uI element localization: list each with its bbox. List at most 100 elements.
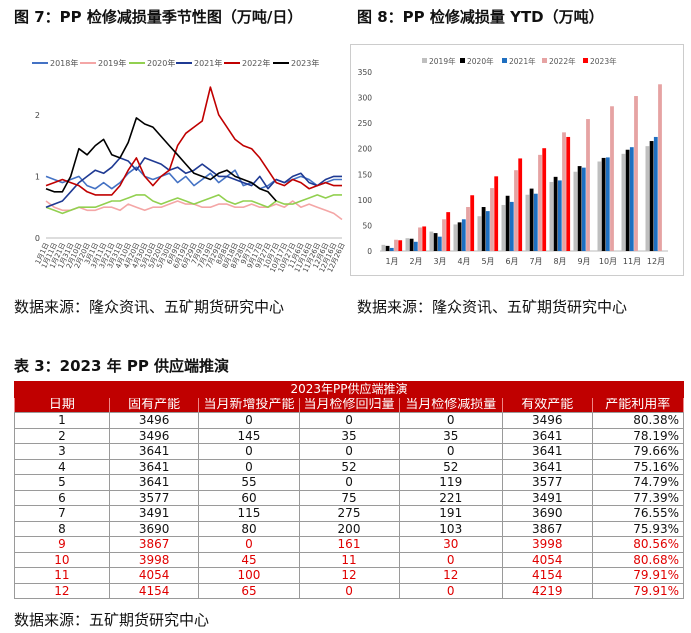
- table-cell: 0: [398, 443, 503, 460]
- bar-2022年-12月: [658, 84, 662, 251]
- legend-label-2020年: 2020年: [147, 58, 175, 68]
- series-line-2020年: [45, 194, 342, 215]
- bar-2021年-3月: [437, 236, 442, 251]
- table-row: 2 3496 145 35 35 3641 78.19%: [14, 427, 685, 444]
- table-cell: 9: [14, 536, 110, 553]
- table-title: 表 3：2023 年 PP 供应端推演: [14, 357, 230, 375]
- bar-2019年-12月: [645, 146, 650, 251]
- x-tick-label: 7月: [529, 257, 542, 266]
- x-tick-label: 2月: [409, 257, 422, 266]
- fig7-source: 数据来源：隆众资讯、五矿期货研究中心: [14, 298, 285, 316]
- bar-2022年-5月: [490, 188, 494, 251]
- table-cell: 4: [14, 458, 110, 475]
- legend-label-2022年: 2022年: [549, 56, 576, 66]
- table-header-7: 产能利用率: [591, 396, 685, 413]
- table-cell: 76.55%: [591, 505, 685, 522]
- table-cell: 3641: [108, 443, 200, 460]
- table-cell: 65: [198, 582, 300, 599]
- table-header-row: 日期 固有产能 当月新增投产能 当月检修回归量 当月检修减损量 有效产能 产能利用率: [14, 396, 685, 413]
- table-row: 9 3867 0 161 30 3998 80.56%: [14, 536, 685, 553]
- table-cell: 0: [298, 582, 400, 599]
- fig7-title: 图 7：PP 检修减损量季节性图（万吨/日）: [14, 8, 303, 26]
- fig8-bar-chart: 2019年 2020年 2021年 2022年 2023年 0 50 100 150 200 250…: [350, 44, 684, 276]
- table-cell: 3: [14, 443, 110, 460]
- bar-2020年-6月: [505, 195, 510, 251]
- table-cell: 4054: [501, 551, 593, 568]
- bar-2020年-5月: [481, 207, 486, 251]
- supply-table: 2023年PP供应端推演 日期 固有产能 当月新增投产能 当月检修回归量 当月检修减损量…: [14, 381, 685, 599]
- table-source: 数据来源：五矿期货研究中心: [14, 611, 210, 629]
- series-line-2023年: [45, 117, 277, 202]
- table-header-4: 当月检修回归量: [298, 396, 400, 413]
- bar-2020年-4月: [457, 222, 462, 251]
- table-cell: 0: [198, 458, 300, 475]
- bar-2020年-7月: [529, 188, 534, 251]
- table-cell: 80.56%: [591, 536, 685, 553]
- bar-2019年-6月: [501, 204, 506, 251]
- table-row: 10 3998 45 11 0 4054 80.68%: [14, 551, 685, 568]
- table-cell: 3998: [108, 551, 200, 568]
- fig8-source: 数据来源：隆众资讯、五矿期货研究中心: [357, 298, 628, 316]
- y-tick-label: 1: [35, 172, 40, 181]
- table-cell: 79.66%: [591, 443, 685, 460]
- y-tick-label: 0: [367, 247, 372, 256]
- x-tick-label: 9月: [577, 257, 590, 266]
- legend-label-2022年: 2022年: [242, 58, 270, 68]
- table-cell: 4154: [108, 582, 200, 599]
- table-cell: 1: [14, 412, 110, 429]
- bar-2019年-4月: [453, 224, 458, 251]
- table-cell: 52: [398, 458, 503, 475]
- table-cell: 55: [198, 474, 300, 491]
- y-tick-label: 250: [358, 119, 373, 128]
- x-tick-label: 6月: [505, 257, 518, 266]
- table-cell: 0: [198, 412, 300, 429]
- table-cell: 0: [198, 443, 300, 460]
- bar-2020年-2月: [409, 238, 414, 251]
- bar-2019年-10月: [597, 161, 602, 251]
- table-cell: 74.79%: [591, 474, 685, 491]
- x-tick-label: 1月: [385, 257, 398, 266]
- bar-2019年-9月: [573, 171, 578, 251]
- x-tick-label: 3月: [433, 257, 446, 266]
- bar-2022年-8月: [562, 132, 566, 251]
- legend-swatch-2021年: [502, 58, 507, 63]
- table-cell: 191: [398, 505, 503, 522]
- y-tick-label: 200: [358, 145, 373, 154]
- table-cell: 3496: [108, 427, 200, 444]
- bar-2021年-4月: [461, 219, 466, 251]
- table-cell: 4219: [501, 582, 593, 599]
- table-cell: 80.38%: [591, 412, 685, 429]
- series-line-2021年: [45, 157, 342, 208]
- legend-label-2023年: 2023年: [291, 58, 319, 68]
- legend-swatch-2019年: [422, 58, 427, 63]
- table-cell: 3690: [108, 520, 200, 537]
- bar-2023年-3月: [446, 212, 451, 251]
- table-cell: 2: [14, 427, 110, 444]
- bar-2022年-11月: [634, 96, 638, 251]
- table-cell: 3496: [108, 412, 200, 429]
- table-cell: 103: [398, 520, 503, 537]
- table-cell: 221: [398, 489, 503, 506]
- bar-2020年-10月: [601, 157, 606, 251]
- bar-2022年-6月: [514, 170, 518, 251]
- table-cell: 79.91%: [591, 567, 685, 584]
- table-cell: 10: [14, 551, 110, 568]
- table-cell: 161: [298, 536, 400, 553]
- table-cell: 3867: [501, 520, 593, 537]
- table-cell: 3867: [108, 536, 200, 553]
- legend-label-2019年: 2019年: [429, 56, 456, 66]
- table-cell: 3577: [501, 474, 593, 491]
- legend-swatch-2020年: [460, 58, 465, 63]
- table-cell: 200: [298, 520, 400, 537]
- bar-2019年-11月: [621, 153, 626, 251]
- bar-2021年-1月: [389, 247, 394, 251]
- table-row: 6 3577 60 75 221 3491 77.39%: [14, 489, 685, 506]
- table-row: 4 3641 0 52 52 3641 75.16%: [14, 458, 685, 475]
- bar-2020年-12月: [649, 141, 654, 251]
- table-cell: 0: [298, 443, 400, 460]
- table-cell: 3496: [501, 412, 593, 429]
- bar-2020年-11月: [625, 149, 630, 251]
- table-cell: 79.91%: [591, 582, 685, 599]
- table-cell: 3641: [108, 458, 200, 475]
- bar-2020年-9月: [577, 166, 582, 251]
